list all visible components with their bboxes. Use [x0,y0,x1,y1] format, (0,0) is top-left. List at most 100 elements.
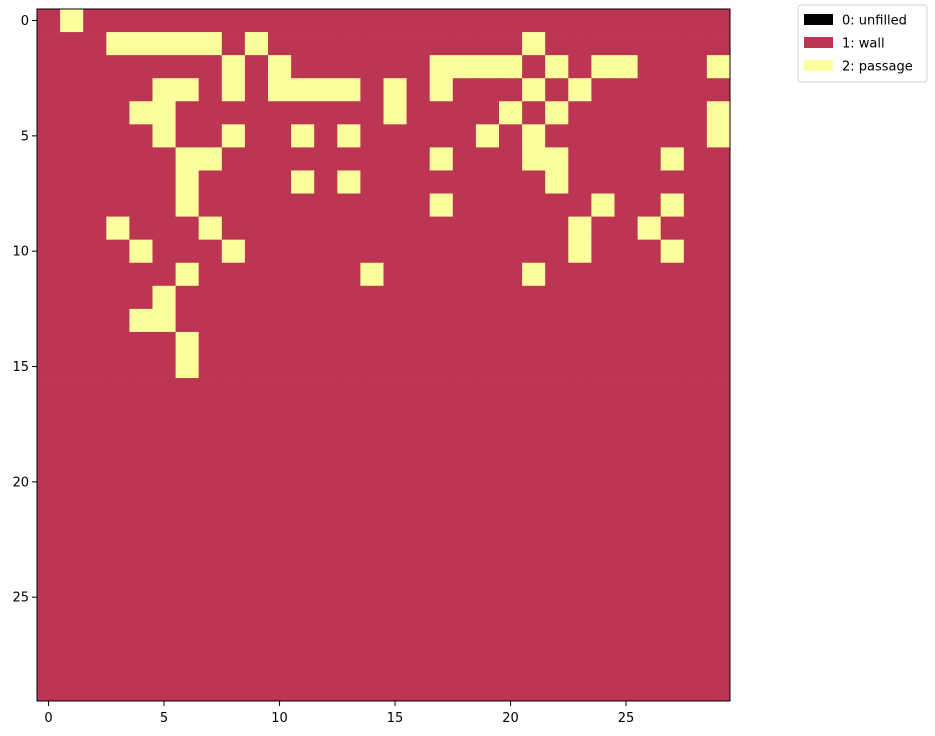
heatmap-cell [60,331,84,356]
heatmap-cell [175,216,200,241]
heatmap-cell [337,331,361,356]
heatmap-cell [683,32,708,56]
heatmap-cell [568,539,592,563]
heatmap-cell [499,147,523,171]
heatmap-cell [706,493,731,517]
heatmap-cell [221,677,246,702]
heatmap-cell [198,331,223,356]
heatmap-cell [360,539,384,563]
heatmap-cell [406,331,431,356]
x-tick-label: 5 [160,711,168,726]
heatmap-cell [406,654,431,679]
heatmap-cell [614,285,638,310]
heatmap-cell [337,32,361,56]
heatmap-cell [175,78,200,102]
heatmap-cell [291,378,315,402]
heatmap-cell [221,401,246,425]
heatmap-cell [499,424,523,448]
heatmap-cell [545,401,569,425]
heatmap-cell [268,654,292,679]
heatmap-cell [429,285,454,310]
heatmap-cell [683,585,708,610]
heatmap-cell [683,101,708,125]
heatmap-cell [591,631,615,656]
heatmap-cell [37,585,61,610]
heatmap-cell [637,239,662,264]
heatmap-cell [106,193,130,217]
heatmap-cell [175,631,200,656]
heatmap-cell [83,285,107,310]
heatmap-cell [545,677,569,702]
heatmap-cell [244,147,269,171]
heatmap-cell [406,124,431,148]
heatmap-cell [37,631,61,656]
heatmap-cell [37,355,61,379]
heatmap-cell [591,193,615,217]
heatmap-cell [522,262,546,287]
heatmap-cell [175,424,200,448]
heatmap-cell [429,447,454,471]
heatmap-cell [268,562,292,587]
heatmap-cell [452,147,477,171]
heatmap-cell [383,608,407,633]
heatmap-cell [545,654,569,679]
heatmap-cell [614,262,638,287]
heatmap-cell [106,262,130,287]
heatmap-cell [83,470,107,494]
heatmap-cell [429,401,454,425]
heatmap-cell [106,124,130,148]
heatmap-cell [152,331,176,356]
heatmap-cell [568,585,592,610]
y-tick-label: 10 [12,245,29,260]
heatmap-cell [591,401,615,425]
heatmap-cell [244,32,269,56]
heatmap-cell [337,262,361,287]
heatmap-cell [475,424,500,448]
heatmap-cell [683,378,708,402]
heatmap-cell [660,124,685,148]
heatmap-cell [83,585,107,610]
heatmap-cell [60,424,84,448]
heatmap-cell [614,447,638,471]
heatmap-cell [383,78,407,102]
heatmap-cell [268,308,292,333]
heatmap-cell [83,9,107,33]
legend-label: 1: wall [842,37,885,52]
heatmap-cell [591,447,615,471]
heatmap-cell [406,147,431,171]
heatmap-cell [268,193,292,217]
heatmap-cell [383,677,407,702]
heatmap-cell [198,32,223,56]
heatmap-cell [83,216,107,241]
heatmap-cell [360,677,384,702]
heatmap-cell [244,654,269,679]
heatmap-cell [429,262,454,287]
heatmap-cell [129,101,153,125]
heatmap-cell [175,32,200,56]
heatmap-cell [244,493,269,517]
heatmap-cell [83,170,107,194]
heatmap-cell [522,239,546,264]
heatmap-cell [268,262,292,287]
heatmap-cell [683,170,708,194]
heatmap-cell [499,101,523,125]
heatmap-cell [360,216,384,241]
heatmap-cell [83,654,107,679]
heatmap-cell [83,239,107,264]
x-tick-label: 15 [387,711,404,726]
heatmap-cell [522,654,546,679]
x-axis: 0 5 10 15 20 25 [44,701,634,726]
heatmap-cell [683,147,708,171]
heatmap-cell [337,170,361,194]
heatmap-cell [360,424,384,448]
heatmap-cell [475,378,500,402]
heatmap-cell [568,170,592,194]
heatmap-cell [683,631,708,656]
heatmap-cell [660,170,685,194]
heatmap-cell [591,32,615,56]
heatmap-cell [360,378,384,402]
heatmap-cell [406,608,431,633]
heatmap-cell [429,147,454,171]
heatmap-cell [545,539,569,563]
